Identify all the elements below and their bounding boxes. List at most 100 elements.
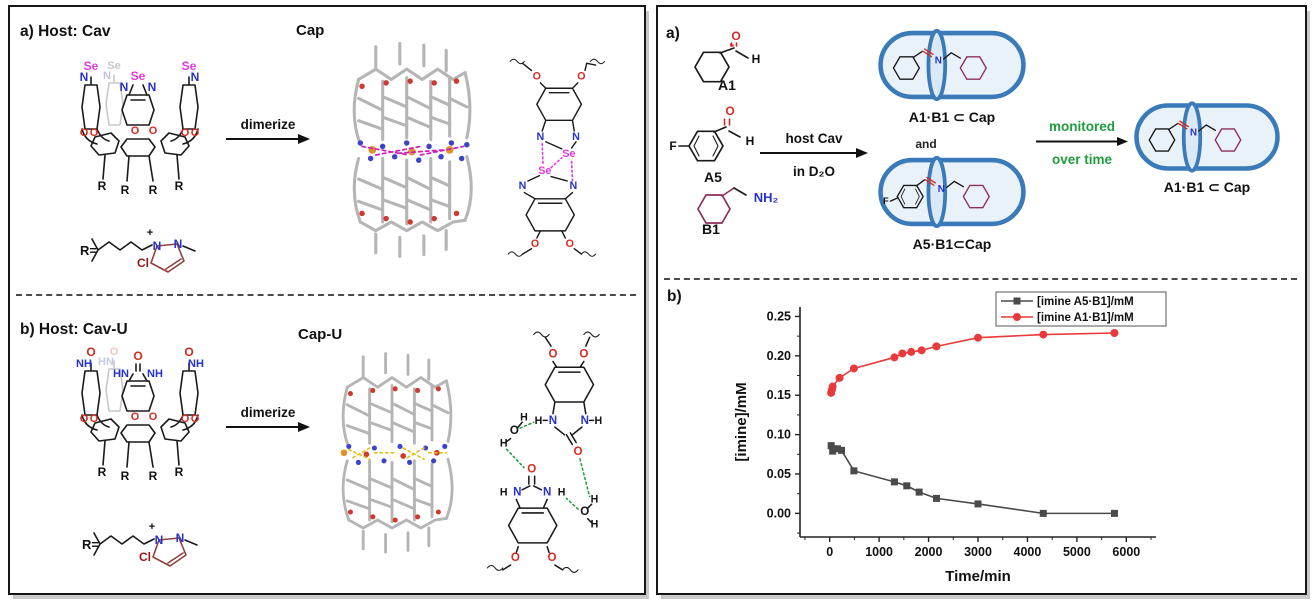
dimerize-label: dimerize (240, 405, 296, 420)
svg-text:O: O (566, 238, 574, 250)
r-group-imidazolium-a: R=+N NCl (80, 227, 196, 273)
svg-text:[imine A1·B1]/mM: [imine A1·B1]/mM (1037, 312, 1134, 324)
svg-text:R=: R= (82, 537, 99, 552)
svg-text:H: H (746, 134, 755, 148)
capsule-a1b1-cap: N (878, 28, 1026, 102)
svg-text:N: N (543, 487, 551, 499)
svg-text:N: N (176, 531, 185, 545)
svg-text:O: O (510, 425, 519, 437)
svg-text:O: O (86, 345, 95, 359)
svg-text:R: R (149, 469, 158, 483)
section-divider-left (16, 294, 636, 296)
svg-text:N: N (153, 239, 162, 253)
svg-text:F: F (669, 139, 676, 153)
svg-text:O: O (131, 125, 140, 137)
svg-text:N: N (513, 487, 521, 499)
svg-text:O: O (110, 346, 119, 358)
arrow-icon (1036, 137, 1128, 146)
svg-text:NH: NH (76, 358, 92, 370)
svg-text:O: O (731, 29, 740, 43)
dimerize-arrow-b: dimerize (226, 405, 310, 438)
dimerize-arrow-a: dimerize (226, 117, 310, 150)
svg-text:4000: 4000 (1014, 545, 1042, 559)
section-a-title: a) Host: Cav (20, 23, 111, 40)
svg-text:N: N (155, 533, 164, 547)
svg-text:2000: 2000 (915, 545, 943, 559)
svg-text:O: O (149, 411, 158, 423)
svg-text:NH: NH (147, 368, 163, 380)
svg-text:3000: 3000 (964, 545, 992, 559)
svg-text:F: F (883, 196, 889, 206)
svg-text:O: O (181, 127, 190, 139)
svg-text:H: H (752, 52, 761, 66)
svg-text:N: N (191, 70, 200, 84)
svg-text:0.00: 0.00 (767, 506, 791, 520)
svg-text:O: O (580, 506, 589, 518)
svg-text:O: O (548, 552, 557, 564)
svg-text:H: H (500, 487, 508, 499)
monitored-arrow: monitored over time (1036, 119, 1128, 167)
nitrogen-dots (357, 140, 470, 163)
svg-text:O: O (579, 349, 588, 361)
svg-text:O: O (511, 552, 520, 564)
r-group-imidazolium-b: R=+N NCl (82, 521, 198, 567)
svg-text:O: O (527, 463, 536, 475)
svg-text:[imine]/mM: [imine]/mM (733, 382, 750, 461)
svg-text:N: N (537, 131, 545, 143)
svg-text:O: O (533, 70, 541, 82)
svg-text:R: R (121, 183, 130, 197)
dimerize-label: dimerize (240, 117, 296, 132)
svg-text:R: R (98, 465, 107, 479)
svg-text:NH: NH (188, 358, 204, 370)
svg-text:N: N (549, 415, 557, 427)
svg-text:H: H (591, 518, 599, 530)
svg-text:Se: Se (538, 165, 551, 177)
svg-text:Cl: Cl (139, 550, 151, 564)
svg-text:O: O (574, 446, 583, 458)
svg-text:Se: Se (84, 59, 99, 73)
arrow2-top-label: monitored (1049, 119, 1115, 134)
svg-text:H: H (500, 437, 508, 449)
svg-text:HN: HN (113, 368, 129, 380)
svg-text:O: O (548, 349, 557, 361)
arrow2-bottom-label: over time (1051, 152, 1113, 167)
molecule-A5: F O H (669, 104, 755, 162)
svg-text:O: O (90, 413, 99, 425)
svg-text:O: O (191, 127, 200, 139)
cap-title: Cap (296, 22, 325, 39)
svg-text:O: O (131, 411, 140, 423)
molecule-B1: NH₂ (697, 187, 779, 224)
cap-u-title: Cap-U (298, 326, 343, 343)
svg-text:O: O (577, 70, 585, 82)
svg-text:O: O (184, 345, 193, 359)
svg-text:0: 0 (826, 545, 833, 559)
svg-text:R: R (149, 183, 158, 197)
right-section-b-label: b) (667, 288, 682, 305)
compound-id-A1: A1 (718, 77, 736, 93)
svg-text:0.20: 0.20 (767, 349, 791, 363)
molecule-A1: OH (694, 29, 761, 83)
svg-text:N: N (581, 415, 589, 427)
section-divider-right (664, 278, 1297, 280)
arrow-icon (226, 134, 310, 144)
svg-text:H: H (594, 415, 602, 427)
svg-text:O: O (90, 127, 99, 139)
svg-text:6000: 6000 (1112, 545, 1140, 559)
nitrogen-dots (346, 443, 448, 465)
svg-text:NH₂: NH₂ (754, 190, 779, 205)
right-section-a-label: a) (666, 25, 680, 42)
svg-text:O: O (149, 125, 158, 137)
cap-capsule-3d-structure (352, 41, 473, 258)
svg-text:H: H (558, 487, 566, 499)
svg-text:H: H (591, 493, 599, 505)
selenium-dot (340, 449, 348, 457)
compound-id-A5: A5 (704, 169, 722, 185)
section-b-title: b) Host: Cav-U (20, 321, 128, 338)
svg-text:+: + (147, 227, 153, 239)
capsule-a5b1-cap: FN (878, 155, 1026, 229)
svg-text:HN: HN (98, 356, 114, 368)
cap-u-capsule-3d-structure (340, 352, 454, 554)
capsule1-label: A1·B1 ⊂ Cap (908, 109, 996, 125)
svg-text:5000: 5000 (1063, 545, 1091, 559)
svg-text:Se: Se (182, 59, 197, 73)
